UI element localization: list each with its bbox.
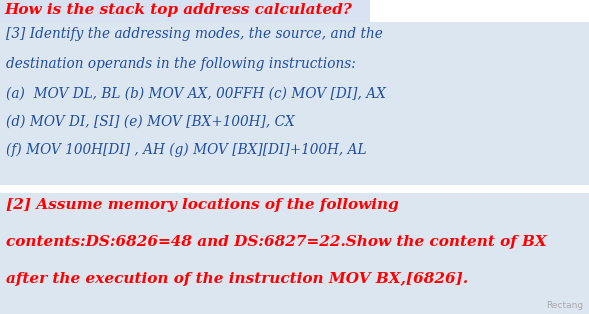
Text: destination operands in the following instructions:: destination operands in the following in… [6, 57, 356, 71]
Text: [3] Identify the addressing modes, the source, and the: [3] Identify the addressing modes, the s… [6, 27, 383, 41]
FancyBboxPatch shape [0, 185, 589, 193]
Text: [2] Assume memory locations of the following: [2] Assume memory locations of the follo… [6, 198, 399, 212]
Text: after the execution of the instruction MOV BX,[6826].: after the execution of the instruction M… [6, 272, 468, 286]
Text: (a)  MOV DL, BL (b) MOV AX, 00FFH (c) MOV [DI], AX: (a) MOV DL, BL (b) MOV AX, 00FFH (c) MOV… [6, 87, 386, 101]
Text: Rectang: Rectang [546, 301, 583, 310]
FancyBboxPatch shape [0, 22, 589, 185]
Text: contents:DS:6826=48 and DS:6827=22.Show the content of BX: contents:DS:6826=48 and DS:6827=22.Show … [6, 235, 547, 249]
Text: (f) MOV 100H[DI] , AH (g) MOV [BX][DI]+100H, AL: (f) MOV 100H[DI] , AH (g) MOV [BX][DI]+1… [6, 143, 366, 157]
FancyBboxPatch shape [0, 193, 589, 314]
Text: How is the stack top address calculated?: How is the stack top address calculated? [4, 3, 352, 17]
FancyBboxPatch shape [0, 0, 370, 22]
Text: (d) MOV DI, [SI] (e) MOV [BX+100H], CX: (d) MOV DI, [SI] (e) MOV [BX+100H], CX [6, 115, 294, 129]
